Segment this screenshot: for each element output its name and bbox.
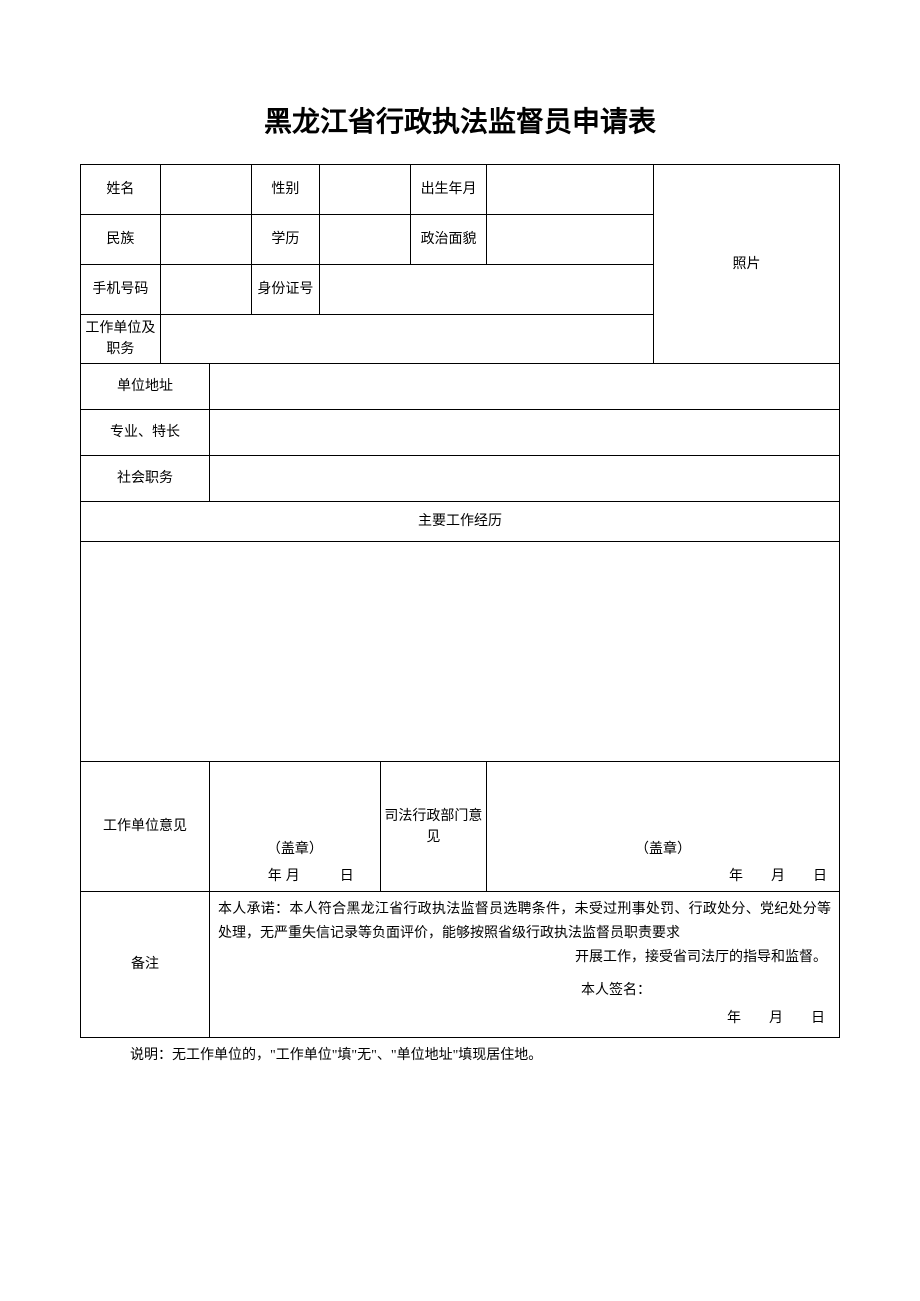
field-specialty[interactable] (210, 410, 840, 456)
signature-label: 本人签名： (218, 979, 831, 1003)
remark-text-2: 开展工作，接受省司法厅的指导和监督。 (218, 946, 831, 970)
date-line-2: 年 月 日 (489, 866, 837, 887)
label-work-history: 主要工作经历 (81, 502, 840, 542)
field-political[interactable] (487, 215, 654, 265)
application-form-table: 姓名 性别 出生年月 照片 民族 学历 政治面貌 手机号码 身份证号 工作单位及… (80, 164, 840, 1038)
label-social-duty: 社会职务 (81, 456, 210, 502)
label-idnum: 身份证号 (251, 265, 319, 315)
field-idnum[interactable] (320, 265, 654, 315)
label-ethnicity: 民族 (81, 215, 161, 265)
photo-cell[interactable]: 照片 (653, 165, 839, 364)
remark-text-1: 本人承诺：本人符合黑龙江省行政执法监督员选聘条件，未受过刑事处罚、行政处分、党纪… (218, 898, 831, 946)
field-judicial-opinion[interactable]: （盖章） 年 月 日 (487, 762, 840, 892)
field-work-unit[interactable] (160, 315, 653, 364)
field-remark[interactable]: 本人承诺：本人符合黑龙江省行政执法监督员选聘条件，未受过刑事处罚、行政处分、党纪… (210, 892, 840, 1038)
field-unit-opinion[interactable]: （盖章） 年月 日 (210, 762, 381, 892)
label-remark: 备注 (81, 892, 210, 1038)
label-name: 姓名 (81, 165, 161, 215)
field-name[interactable] (160, 165, 251, 215)
label-gender: 性别 (251, 165, 319, 215)
label-work-unit: 工作单位及职务 (81, 315, 161, 364)
label-unit-opinion: 工作单位意见 (81, 762, 210, 892)
field-work-history[interactable] (81, 542, 840, 762)
field-unit-address[interactable] (210, 364, 840, 410)
seal-text-2: （盖章） (489, 839, 837, 860)
field-social-duty[interactable] (210, 456, 840, 502)
field-phone[interactable] (160, 265, 251, 315)
label-specialty: 专业、特长 (81, 410, 210, 456)
field-education[interactable] (320, 215, 411, 265)
seal-text-1: （盖章） (212, 839, 378, 860)
field-gender[interactable] (320, 165, 411, 215)
date-line-1: 年月 日 (212, 866, 378, 887)
field-ethnicity[interactable] (160, 215, 251, 265)
label-education: 学历 (251, 215, 319, 265)
label-unit-address: 单位地址 (81, 364, 210, 410)
remark-date: 年 月 日 (218, 1007, 831, 1031)
label-birth: 出生年月 (411, 165, 487, 215)
label-judicial-opinion: 司法行政部门意见 (380, 762, 486, 892)
label-political: 政治面貌 (411, 215, 487, 265)
label-phone: 手机号码 (81, 265, 161, 315)
form-title: 黑龙江省行政执法监督员申请表 (80, 100, 840, 140)
field-birth[interactable] (487, 165, 654, 215)
footnote: 说明：无工作单位的，"工作单位"填"无"、"单位地址"填现居住地。 (80, 1044, 840, 1064)
